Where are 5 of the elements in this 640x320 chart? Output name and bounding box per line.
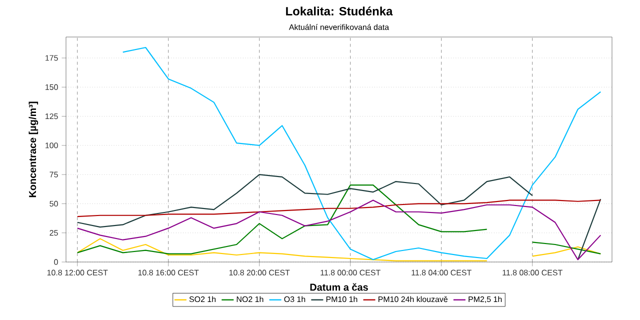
x-axis-title: Datum a čas: [310, 283, 368, 291]
line-series: [76, 200, 602, 260]
chart-title: Lokalita: Studénka: [286, 6, 393, 16]
y-axis-title: Koncentrace [µg/m³]: [28, 102, 38, 198]
line-series: [122, 46, 602, 260]
